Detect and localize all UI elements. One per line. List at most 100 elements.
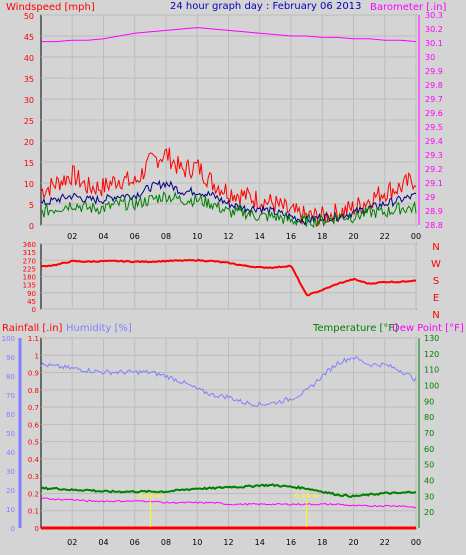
temperature-line [40, 483, 417, 498]
barometer-tick-label: 30.1 [425, 39, 443, 48]
x-tick-label: 22 [380, 538, 390, 547]
barometer-tick-label: 29.2 [425, 165, 443, 174]
x-tick-label: 00 [411, 538, 421, 547]
wind-tick-label: 5 [29, 201, 34, 210]
humidity-tick-label: 20 [6, 487, 15, 495]
x-tick-label: 18 [317, 538, 327, 547]
wind-tick-label: 10 [24, 180, 34, 189]
temperature-tick-label: 30 [424, 492, 434, 501]
rainfall-tick-label: 0.1 [28, 508, 39, 516]
humidity-tick-label: 50 [6, 430, 15, 438]
compass-label: E [433, 293, 439, 304]
direction-tick-label: 360 [23, 241, 36, 249]
rainfall-tick-label: 0.6 [28, 421, 40, 429]
wind-direction-line [40, 258, 417, 297]
wind-tick-label: 35 [24, 75, 34, 84]
wind-tick-label: 45 [24, 33, 34, 42]
humidity-axis-label: Humidity [%] [66, 323, 132, 334]
rainfall-tick-label: 0.3 [28, 473, 39, 481]
windspeed-low-line [40, 191, 417, 228]
compass-label: S [433, 276, 439, 287]
rainfall-tick-label: 0.4 [28, 456, 40, 464]
humidity-tick-label: 10 [6, 506, 15, 514]
direction-tick-label: 270 [23, 257, 36, 265]
annotation-label: 0.05 in [138, 492, 162, 500]
x-tick-label: 02 [67, 538, 77, 547]
x-tick-label: 06 [130, 232, 140, 241]
rainfall-tick-label: 1.1 [28, 335, 39, 343]
x-tick-label: 08 [161, 538, 171, 547]
x-tick-label: 08 [161, 232, 171, 241]
compass-label: W [431, 259, 441, 270]
barometer-tick-label: 29.9 [425, 67, 443, 76]
barometer-tick-label: 29.4 [425, 137, 443, 146]
humidity-tick-label: 70 [6, 392, 15, 400]
x-tick-label: 18 [317, 232, 327, 241]
x-tick-label: 06 [130, 538, 140, 547]
barometer-tick-label: 30.3 [425, 11, 443, 20]
barometer-tick-label: 29.3 [425, 151, 443, 160]
rainfall-axis-label: Rainfall [.in] [2, 323, 63, 334]
direction-tick-label: 90 [27, 290, 36, 298]
humidity-tick-label: 90 [6, 354, 15, 362]
x-tick-label: 12 [223, 232, 233, 241]
humidity-tick-label: 40 [6, 449, 15, 457]
temperature-tick-label: 110 [424, 366, 439, 375]
x-tick-label: 04 [98, 232, 108, 241]
temperature-tick-label: 20 [424, 508, 434, 517]
humidity-line [40, 355, 417, 407]
direction-tick-label: 315 [23, 249, 36, 257]
x-tick-label: 14 [255, 538, 265, 547]
temperature-tick-label: 70 [424, 429, 434, 438]
x-tick-label: 16 [286, 232, 296, 241]
x-tick-label: 16 [286, 538, 296, 547]
barometer-tick-label: 29.8 [425, 81, 443, 90]
humidity-tick-label: 0 [11, 525, 15, 533]
rainfall-tick-label: 0.5 [28, 439, 39, 447]
rainfall-tick-label: 0 [35, 525, 39, 533]
direction-tick-label: 135 [23, 282, 36, 290]
humidity-tick-label: 80 [6, 373, 15, 381]
windspeed-max-line [40, 147, 417, 227]
compass-label: N [432, 310, 439, 321]
direction-tick-label: 0 [32, 306, 36, 314]
temperature-axis-label: Temperature [°F] [312, 323, 398, 334]
barometer-tick-label: 30.2 [425, 25, 443, 34]
tick-labels: 0510152025303540455028.828.92929.129.229… [2, 11, 443, 547]
temperature-tick-label: 60 [424, 445, 434, 454]
temperature-tick-label: 80 [424, 413, 434, 422]
barometer-axis-label: Barometer [.in] [370, 2, 446, 13]
rainfall-tick-label: 0.8 [28, 387, 39, 395]
x-tick-label: 14 [255, 232, 265, 241]
barometer-tick-label: 29.5 [425, 123, 443, 132]
wind-tick-label: 15 [24, 159, 34, 168]
chart-title: 24 hour graph day : February 06 2013 [170, 1, 361, 12]
wind-tick-label: 0 [29, 222, 34, 231]
temperature-tick-label: 40 [424, 477, 434, 486]
direction-tick-label: 225 [23, 265, 36, 273]
temperature-tick-label: 130 [424, 334, 439, 343]
barometer-tick-label: 29.7 [425, 95, 443, 104]
windspeed-avg-line [40, 179, 417, 226]
humidity-tick-label: 100 [2, 335, 15, 343]
annotation-label: 0.04 in [295, 492, 319, 500]
series-marks: 0.05 in 0.04 in [40, 27, 417, 530]
humidity-tick-label: 30 [6, 468, 15, 476]
temperature-tick-label: 90 [424, 397, 434, 406]
temperature-tick-label: 100 [424, 382, 439, 391]
x-tick-label: 00 [411, 232, 421, 241]
wind-tick-label: 50 [24, 12, 34, 21]
wind-tick-label: 25 [24, 117, 34, 126]
wind-tick-label: 40 [24, 54, 34, 63]
barometer-line [41, 27, 417, 43]
x-tick-label: 02 [67, 232, 77, 241]
wind-tick-label: 30 [24, 96, 34, 105]
barometer-tick-label: 28.9 [425, 207, 443, 216]
rainfall-tick-label: 1 [35, 352, 39, 360]
rainfall-tick-label: 0.2 [28, 490, 39, 498]
barometer-tick-label: 29.1 [425, 179, 443, 188]
x-tick-label: 22 [380, 232, 390, 241]
x-tick-label: 10 [192, 232, 202, 241]
temperature-tick-label: 50 [424, 461, 434, 470]
